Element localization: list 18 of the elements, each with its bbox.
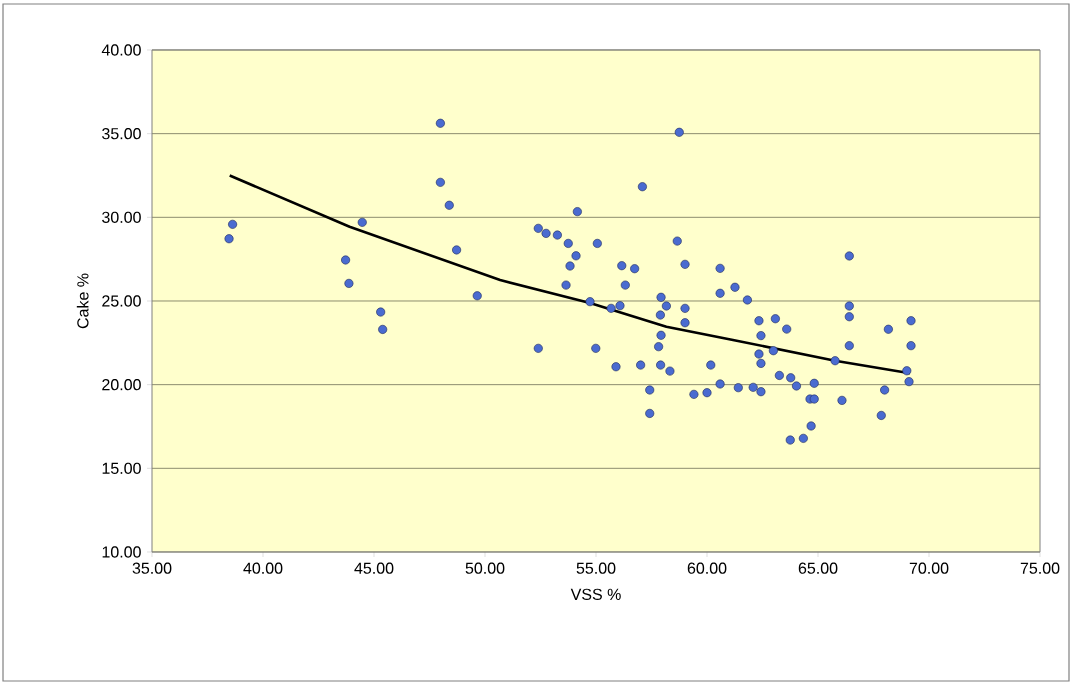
y-tick-label: 25.00 xyxy=(102,295,141,307)
y-tick-label: 35.00 xyxy=(102,127,141,140)
x-tick-label: 55.00 xyxy=(576,562,616,574)
x-tick-label: 50.00 xyxy=(465,562,505,574)
y-tick-label: 40.00 xyxy=(101,44,141,56)
y-tick-label: 20.00 xyxy=(102,378,141,391)
x-tick-label: 35.00 xyxy=(132,562,172,574)
x-tick-label: 40.00 xyxy=(243,562,283,574)
y-tick-label: 15.00 xyxy=(102,462,141,474)
y-tick-label: 10.00 xyxy=(102,546,141,558)
x-tick-label: 70.00 xyxy=(909,562,949,574)
x-axis-title: VSS % xyxy=(570,588,621,601)
x-tick-label: 45.00 xyxy=(354,562,394,574)
x-tick-label: 60.00 xyxy=(687,562,727,574)
x-tick-label: 65.00 xyxy=(798,562,838,574)
x-tick-label: 75.00 xyxy=(1020,562,1060,574)
y-tick-label: 30.00 xyxy=(102,211,141,223)
y-axis-title: Cake % xyxy=(76,273,89,329)
